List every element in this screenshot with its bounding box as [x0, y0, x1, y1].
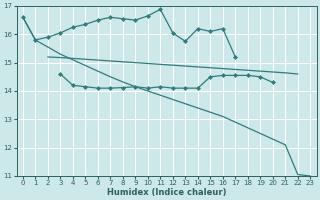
X-axis label: Humidex (Indice chaleur): Humidex (Indice chaleur)	[107, 188, 226, 197]
